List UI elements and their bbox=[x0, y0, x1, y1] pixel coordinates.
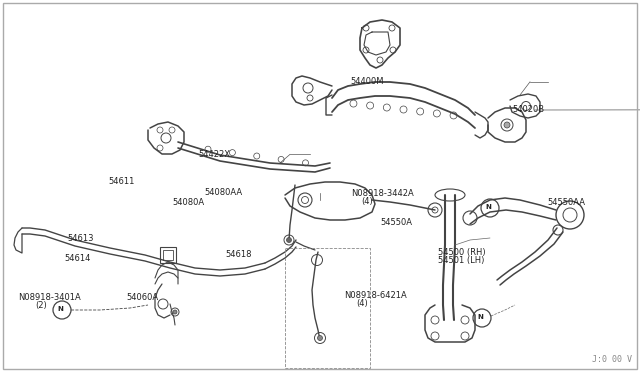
Circle shape bbox=[287, 237, 291, 243]
Text: J:0 00 V: J:0 00 V bbox=[592, 355, 632, 364]
Bar bbox=[285, 248, 370, 368]
Text: 54550AA: 54550AA bbox=[547, 198, 585, 207]
Text: 54613: 54613 bbox=[67, 234, 93, 243]
Text: 54618: 54618 bbox=[225, 250, 252, 259]
Text: 54400M: 54400M bbox=[351, 77, 384, 86]
Text: N: N bbox=[477, 314, 483, 320]
Text: N: N bbox=[57, 306, 63, 312]
Text: (4): (4) bbox=[356, 299, 367, 308]
Text: N08918-6421A: N08918-6421A bbox=[344, 291, 407, 300]
Text: 54422X: 54422X bbox=[198, 150, 230, 159]
Text: 54500 (RH): 54500 (RH) bbox=[438, 248, 486, 257]
Text: N08918-3442A: N08918-3442A bbox=[351, 189, 413, 198]
Text: 54611: 54611 bbox=[109, 177, 135, 186]
Text: N08918-3401A: N08918-3401A bbox=[18, 293, 81, 302]
Text: 54550A: 54550A bbox=[380, 218, 412, 227]
Bar bbox=[163, 250, 173, 260]
Text: 54020B: 54020B bbox=[512, 105, 544, 114]
Text: 54060A: 54060A bbox=[127, 293, 159, 302]
Text: 54080AA: 54080AA bbox=[205, 188, 243, 197]
Circle shape bbox=[317, 336, 323, 340]
Text: 54080A: 54080A bbox=[173, 198, 205, 207]
Text: (4): (4) bbox=[362, 198, 373, 206]
Bar bbox=[160, 247, 176, 263]
Circle shape bbox=[504, 122, 510, 128]
Text: (2): (2) bbox=[35, 301, 47, 310]
Circle shape bbox=[173, 310, 177, 314]
Text: 54501 (LH): 54501 (LH) bbox=[438, 256, 484, 265]
Text: N: N bbox=[485, 204, 491, 210]
Text: 54614: 54614 bbox=[64, 254, 90, 263]
